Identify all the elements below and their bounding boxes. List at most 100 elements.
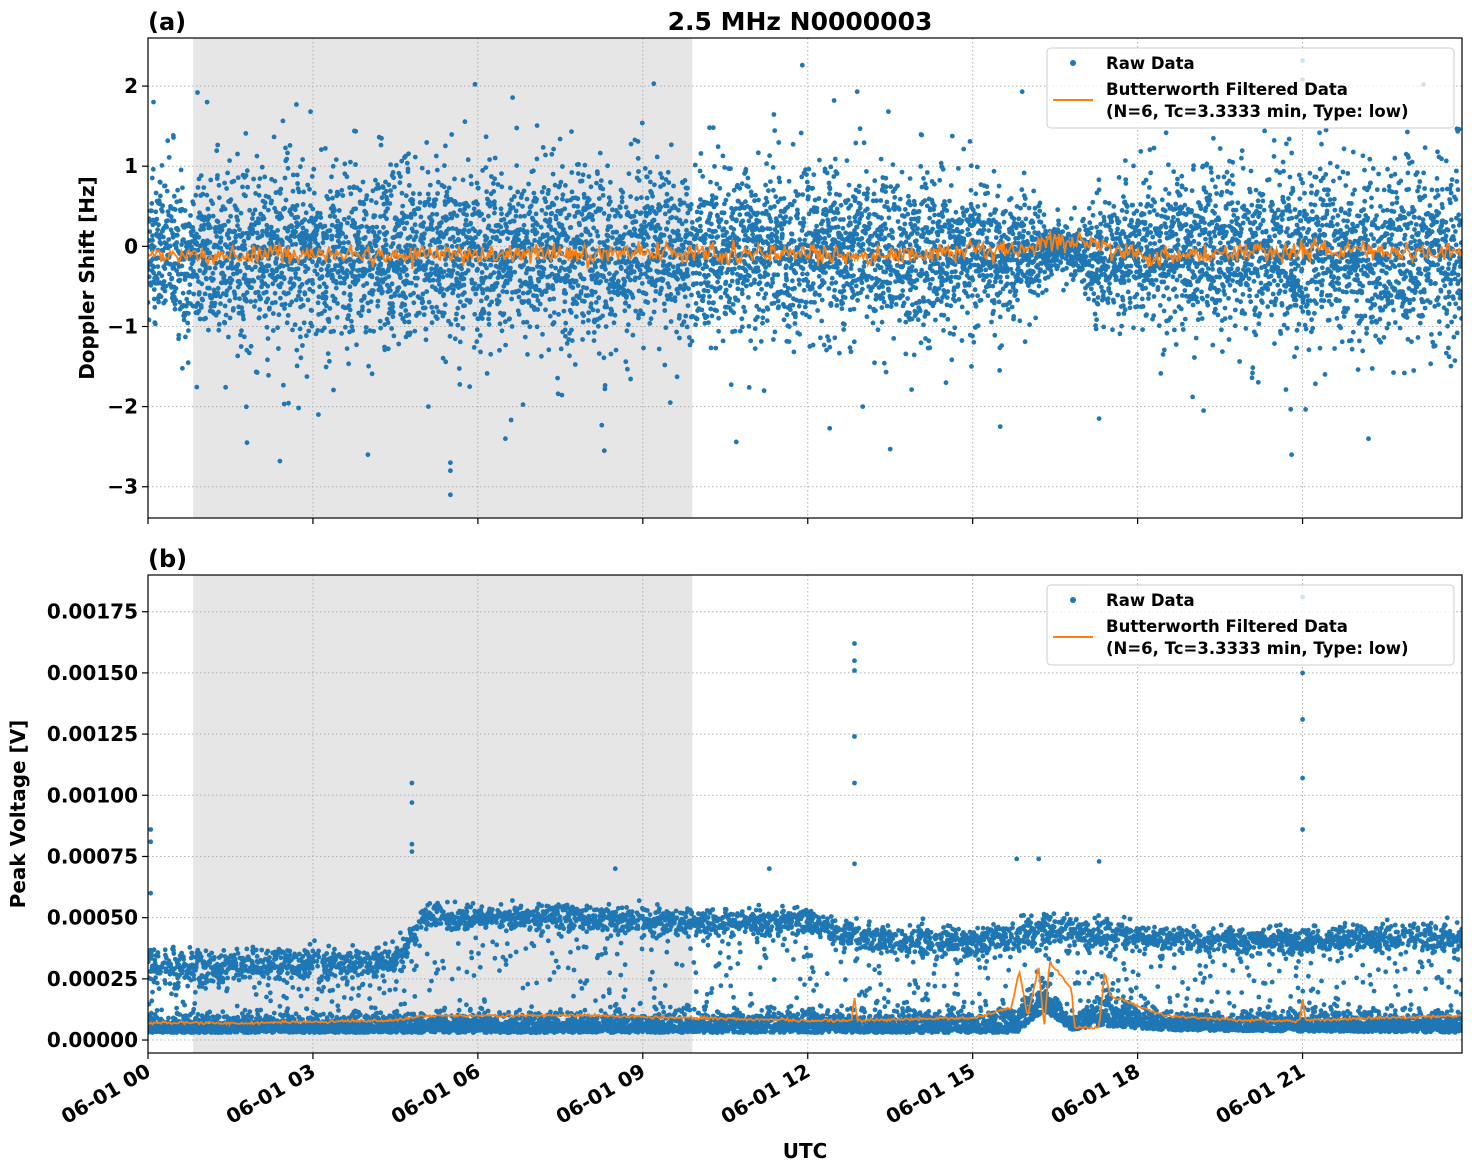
raw-data-point: [480, 270, 485, 275]
raw-data-point: [921, 176, 926, 181]
raw-data-point: [776, 304, 781, 309]
raw-data-point: [238, 282, 243, 287]
raw-data-point: [485, 295, 490, 300]
raw-data-point: [814, 224, 819, 229]
raw-data-point: [777, 176, 782, 181]
raw-data-point: [900, 280, 905, 285]
raw-data-point: [614, 348, 619, 353]
raw-data-point: [559, 347, 564, 352]
raw-data-point: [840, 301, 845, 306]
raw-data-point: [285, 151, 290, 156]
raw-data-point: [968, 139, 973, 144]
raw-data-point: [229, 197, 234, 202]
raw-data-point: [517, 295, 522, 300]
raw-data-point: [379, 143, 384, 148]
raw-data-point: [723, 312, 728, 317]
raw-data-point: [348, 308, 353, 313]
raw-data-point: [576, 283, 581, 288]
raw-data-point: [374, 243, 379, 248]
raw-data-point: [186, 328, 191, 333]
raw-data-point: [631, 243, 636, 248]
raw-data-point: [863, 231, 868, 236]
raw-data-point: [380, 290, 385, 295]
raw-data-point: [719, 295, 724, 300]
raw-data-point: [411, 291, 416, 296]
raw-data-point: [784, 278, 789, 283]
raw-data-point: [353, 129, 358, 134]
raw-data-point: [721, 154, 726, 159]
raw-data-point: [962, 239, 967, 244]
raw-data-point: [560, 393, 565, 398]
raw-data-point: [228, 214, 233, 219]
raw-data-point: [619, 266, 624, 271]
raw-data-point: [967, 283, 972, 288]
raw-data-point: [884, 184, 889, 189]
raw-data-point: [705, 314, 710, 319]
raw-data-point: [326, 351, 331, 356]
raw-data-point: [693, 322, 698, 327]
raw-data-point: [982, 227, 987, 232]
raw-data-point: [675, 374, 680, 379]
raw-data-point: [566, 235, 571, 240]
raw-data-point: [445, 216, 450, 221]
raw-data-point: [510, 95, 515, 100]
raw-data-point: [642, 220, 647, 225]
raw-data-point: [419, 215, 424, 220]
raw-data-point: [589, 239, 594, 244]
raw-data-point: [484, 266, 489, 271]
raw-data-point: [214, 148, 219, 153]
raw-data-point: [805, 279, 810, 284]
raw-data-point: [429, 305, 434, 310]
raw-data-point: [872, 360, 877, 365]
raw-data-point: [176, 228, 181, 233]
raw-data-point: [720, 265, 725, 270]
raw-data-point: [493, 206, 498, 211]
raw-data-point: [374, 225, 379, 230]
raw-data-point: [879, 305, 884, 310]
raw-data-point: [283, 176, 288, 181]
raw-data-point: [404, 193, 409, 198]
raw-data-point: [792, 199, 797, 204]
raw-data-point: [608, 180, 613, 185]
raw-data-point: [298, 327, 303, 332]
raw-data-point: [334, 157, 339, 162]
raw-data-point: [636, 139, 641, 144]
raw-data-point: [168, 244, 173, 249]
raw-data-point: [908, 203, 913, 208]
raw-data-point: [258, 296, 263, 301]
raw-data-point: [478, 229, 483, 234]
raw-data-point: [331, 164, 336, 169]
raw-data-point: [668, 292, 673, 297]
raw-data-point: [290, 328, 295, 333]
raw-data-point: [842, 288, 847, 293]
raw-data-point: [320, 274, 325, 279]
raw-data-point: [436, 278, 441, 283]
raw-data-point: [295, 364, 300, 369]
raw-data-point: [299, 355, 304, 360]
raw-data-point: [813, 290, 818, 295]
raw-data-point: [475, 202, 480, 207]
raw-data-point: [308, 109, 313, 114]
raw-data-point: [605, 163, 610, 168]
raw-data-point: [636, 312, 641, 317]
raw-data-point: [318, 211, 323, 216]
raw-data-point: [590, 213, 595, 218]
raw-data-point: [760, 315, 765, 320]
raw-data-point: [243, 131, 248, 136]
raw-data-point: [837, 193, 842, 198]
raw-data-point: [378, 261, 383, 266]
raw-data-point: [517, 312, 522, 317]
raw-data-point: [551, 172, 556, 177]
raw-data-point: [311, 167, 316, 172]
raw-data-point: [386, 274, 391, 279]
raw-data-point: [715, 280, 720, 285]
raw-data-point: [563, 183, 568, 188]
raw-data-point: [849, 349, 854, 354]
raw-data-point: [756, 292, 761, 297]
raw-data-point: [368, 241, 373, 246]
raw-data-point: [932, 182, 937, 187]
raw-data-point: [263, 200, 268, 205]
raw-data-point: [383, 238, 388, 243]
raw-data-point: [698, 228, 703, 233]
raw-data-point: [793, 321, 798, 326]
